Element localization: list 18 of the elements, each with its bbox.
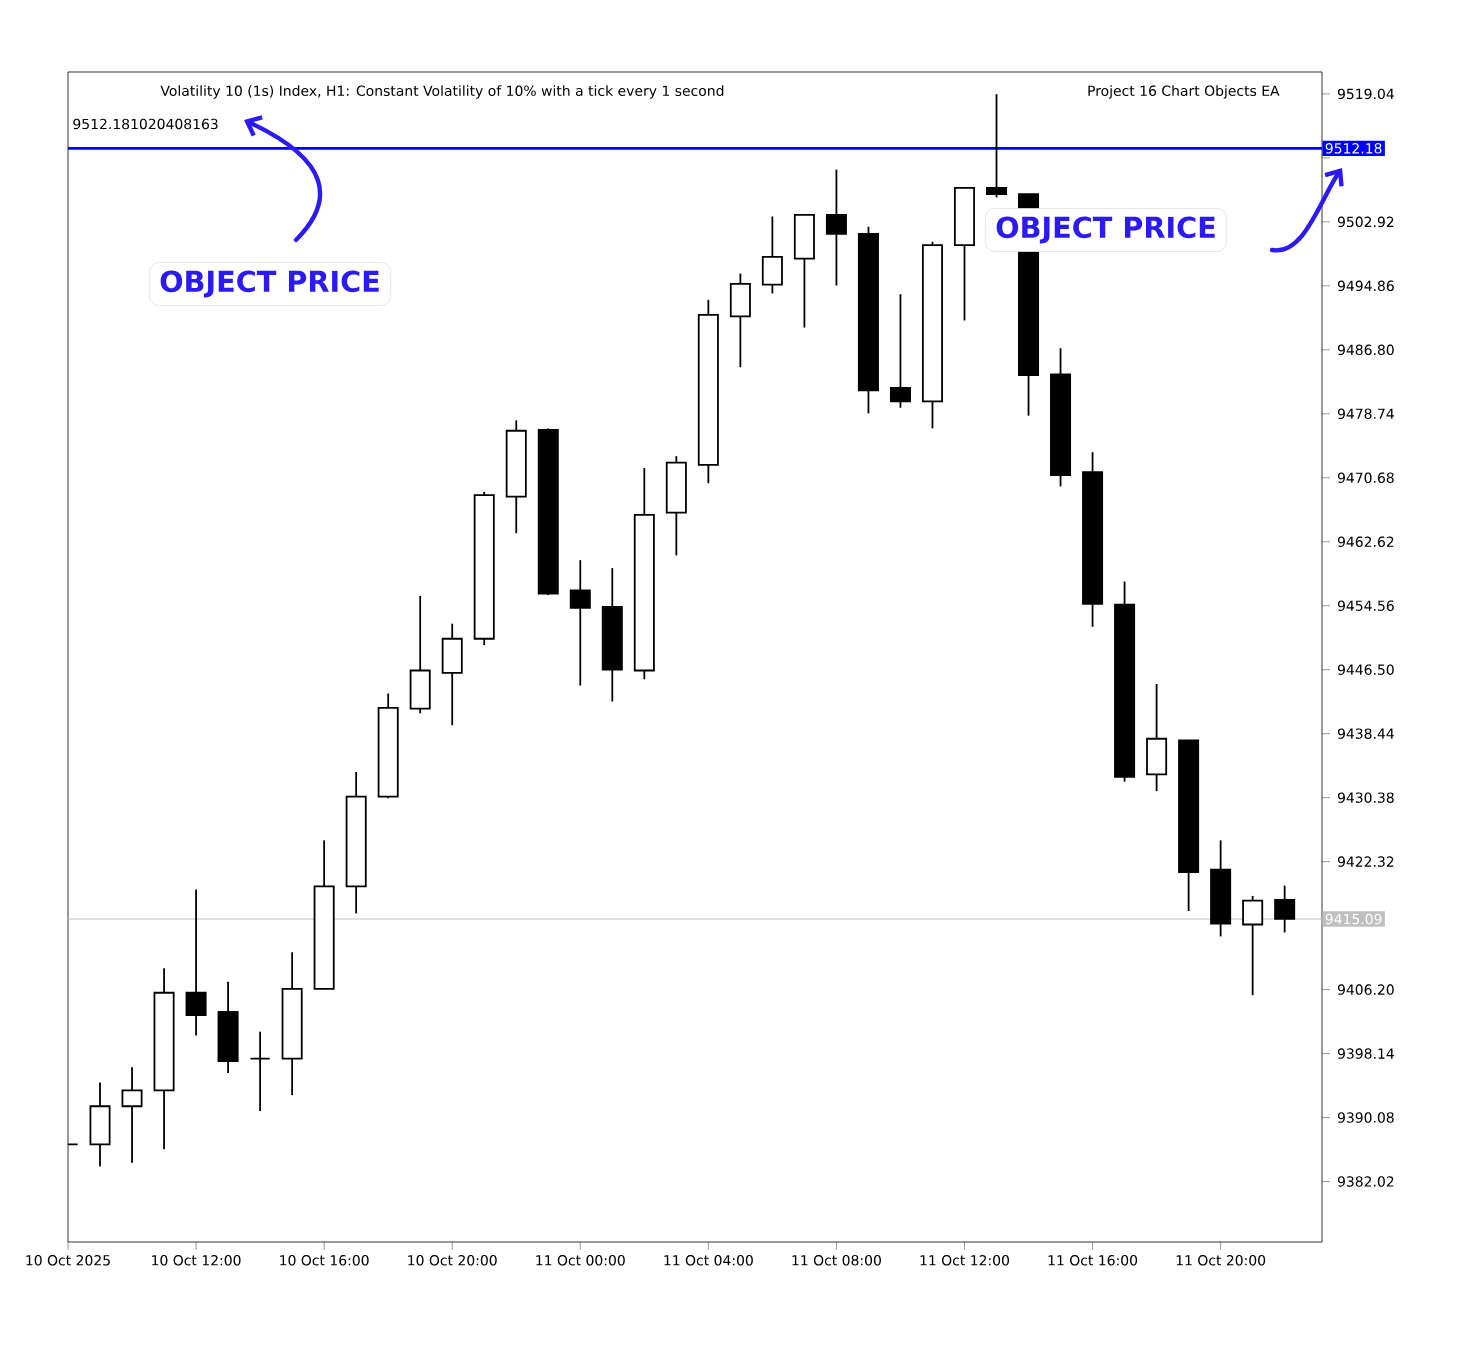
candlestick bbox=[889, 293, 911, 409]
candlestick bbox=[409, 594, 431, 715]
candlestick bbox=[89, 1081, 111, 1168]
candlestick bbox=[793, 213, 815, 329]
annotation: OBJECT PRICE bbox=[996, 216, 1215, 244]
candlestick bbox=[825, 168, 847, 287]
candlestick bbox=[729, 272, 751, 369]
candlestick bbox=[569, 559, 591, 687]
candlestick bbox=[185, 888, 207, 1037]
candlestick bbox=[986, 93, 1008, 199]
candlestick bbox=[1274, 884, 1296, 934]
candlestick bbox=[121, 1066, 143, 1164]
candlestick bbox=[1242, 895, 1264, 997]
candlestick bbox=[441, 622, 463, 727]
candlestick bbox=[761, 215, 783, 295]
candlestick bbox=[249, 1030, 271, 1112]
annotation: OBJECT PRICE bbox=[160, 270, 379, 298]
candlestick bbox=[1146, 683, 1168, 793]
